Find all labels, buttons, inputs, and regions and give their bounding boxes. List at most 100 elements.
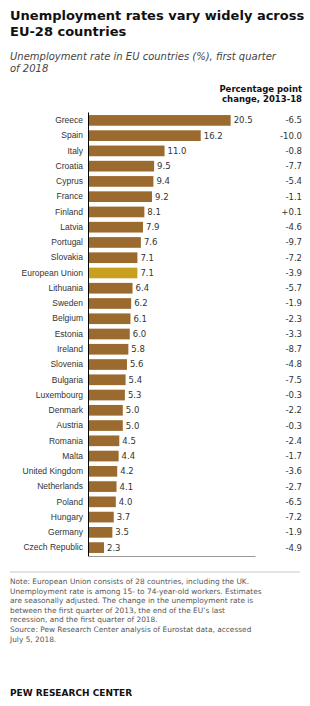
bar	[88, 191, 152, 202]
bar	[88, 496, 116, 507]
category-label: Ireland	[57, 344, 83, 354]
data-label: 5.0	[126, 405, 140, 415]
y-tick: Italy	[67, 146, 88, 156]
y-tick: Netherlands	[37, 481, 88, 491]
y-tick: United Kingdom	[23, 466, 88, 476]
y-axis: GreeceSpainItalyCroatiaCyprusFranceFinla…	[22, 113, 89, 557]
change-label: -0.8	[285, 146, 302, 156]
data-label: 8.1	[147, 207, 161, 217]
category-label: France	[57, 191, 84, 201]
category-label: Luxembourg	[36, 390, 84, 400]
y-tick: European Union	[22, 268, 88, 278]
category-label: Latvia	[60, 222, 83, 232]
category-label: United Kingdom	[23, 466, 83, 476]
subtitle-line: of 2018	[10, 63, 48, 74]
y-tick: Croatia	[56, 161, 88, 171]
bar	[88, 130, 201, 141]
category-label: Sweden	[52, 298, 83, 308]
bar	[88, 161, 154, 172]
y-axis-line	[88, 113, 89, 557]
y-tick: France	[57, 191, 88, 201]
change-label: -3.9	[285, 268, 302, 278]
bar	[88, 420, 123, 431]
bar	[88, 146, 165, 157]
bar	[88, 451, 119, 462]
change-label: -2.4	[285, 436, 302, 446]
change-label: -1.9	[285, 527, 302, 537]
data-label: 6.0	[133, 329, 147, 339]
change-label: -6.5	[285, 115, 302, 125]
y-tick: Lithuania	[48, 283, 88, 293]
change-label: -10.0	[280, 131, 302, 141]
data-label: 4.0	[119, 497, 133, 507]
y-tick: Cyprus	[56, 176, 88, 186]
change-label: -0.3	[285, 421, 302, 431]
change-label: -2.2	[285, 405, 302, 415]
category-label: Netherlands	[37, 481, 83, 491]
change-label: -4.6	[285, 222, 302, 232]
y-tick: Malta	[62, 451, 88, 461]
data-label: 4.5	[122, 436, 136, 446]
change-label: -5.7	[285, 283, 302, 293]
change-header: Percentage pointchange, 2013-18	[219, 84, 302, 104]
category-label: Poland	[57, 497, 84, 507]
title-line: EU-28 countries	[10, 24, 126, 39]
bar	[88, 298, 131, 309]
category-label: Czech Republic	[23, 542, 83, 552]
data-label: 3.5	[115, 527, 129, 537]
bar	[88, 252, 137, 263]
change-label: -7.2	[285, 512, 302, 522]
category-label: Estonia	[55, 329, 84, 339]
bar	[88, 481, 117, 492]
data-label: 7.6	[144, 237, 158, 247]
category-label: Cyprus	[56, 176, 83, 186]
category-label: Romania	[49, 436, 83, 446]
category-label: Lithuania	[48, 283, 83, 293]
note-line: July 5, 2018.	[9, 635, 56, 644]
data-labels: 20.516.211.09.59.49.28.17.97.67.17.16.46…	[107, 115, 253, 552]
note-line: Source: Pew Research Center analysis of …	[10, 625, 252, 634]
y-tick: Denmark	[49, 405, 88, 415]
category-label: Bulgaria	[52, 374, 83, 384]
bar	[88, 268, 137, 279]
bar	[88, 435, 119, 446]
category-label: Hungary	[51, 512, 84, 522]
bar	[88, 237, 141, 248]
category-label: Austria	[57, 420, 84, 430]
change-label: -8.7	[285, 344, 302, 354]
change-label: -4.9	[285, 543, 302, 553]
y-tick: Greece	[55, 115, 88, 125]
change-label: -1.7	[285, 451, 302, 461]
separator	[10, 572, 300, 573]
data-label: 4.4	[122, 451, 136, 461]
change-label: -5.4	[285, 176, 302, 186]
change-labels: -6.5-10.0-0.8-7.7-5.4-1.1+0.1-4.6-9.7-7.…	[280, 115, 302, 552]
title: Unemployment rates vary widely acrossEU-…	[10, 8, 304, 39]
y-tick: Belgium	[52, 313, 88, 323]
data-label: 4.1	[120, 482, 134, 492]
data-label: 6.2	[134, 298, 148, 308]
bars	[88, 115, 231, 553]
bar	[88, 466, 117, 477]
bar	[88, 344, 128, 355]
data-label: 5.4	[129, 375, 143, 385]
y-tick: Spain	[61, 130, 88, 140]
note: Note: European Union consists of 28 coun…	[9, 577, 262, 644]
bar	[88, 512, 114, 523]
category-label: Belgium	[52, 313, 83, 323]
category-label: Slovenia	[50, 359, 83, 369]
title-line: Unemployment rates vary widely across	[10, 8, 304, 23]
data-label: 5.6	[130, 359, 144, 369]
subtitle: Unemployment rate in EU countries (%), f…	[10, 51, 277, 74]
y-tick: Estonia	[55, 329, 88, 339]
change-label: -3.6	[285, 466, 302, 476]
note-line: are seasonally adjusted. The change in t…	[10, 596, 253, 605]
data-label: 6.1	[133, 314, 147, 324]
change-label: -2.7	[285, 482, 302, 492]
data-label: 11.0	[168, 146, 187, 156]
change-label: -0.3	[285, 390, 302, 400]
note-line: between the first quarter of 2013, the e…	[10, 606, 225, 615]
data-label: 4.2	[120, 466, 134, 476]
y-tick: Ireland	[57, 344, 88, 354]
change-label: -7.5	[285, 375, 302, 385]
